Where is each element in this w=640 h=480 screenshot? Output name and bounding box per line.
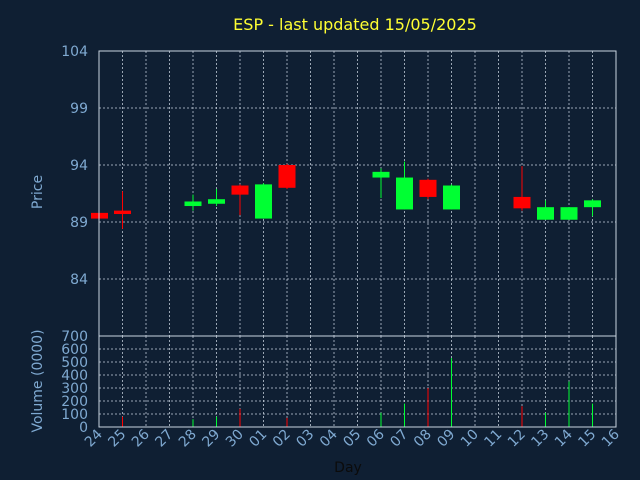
candle-body: [560, 207, 578, 220]
price-grid: [99, 50, 616, 336]
volume-tick-label: 200: [61, 394, 88, 410]
volume-axis-label: Volume (0000): [30, 329, 46, 432]
candle: [372, 168, 390, 199]
volume-tick-label: 0: [79, 420, 88, 436]
candle: [560, 207, 578, 220]
candle-body: [443, 185, 460, 210]
candle-body: [513, 196, 531, 209]
price-tick-label: 99: [70, 101, 88, 117]
volume-tick-label: 700: [61, 329, 88, 345]
price-panel: 104 99 94 89 84 Price: [30, 44, 617, 337]
candle: [255, 183, 272, 219]
volume-frame: [98, 335, 617, 428]
price-tick-label: 89: [70, 215, 88, 231]
chart-title: ESP - last updated 15/05/2025: [233, 15, 477, 34]
candle-body: [255, 184, 272, 219]
candle-body: [184, 201, 202, 207]
candle-body: [372, 171, 390, 178]
candle: [396, 161, 413, 210]
candle-body: [419, 179, 437, 197]
price-axis-label: Price: [30, 175, 46, 209]
volume-tick-label: 100: [61, 407, 88, 423]
x-axis-ticks: 24 25 26 27 28 29 30 01 02 03 04 05 06 07 08 09 10 11 12 13…: [82, 426, 623, 450]
price-tick-label: 104: [61, 44, 88, 60]
volume-bars: [122, 358, 593, 427]
candle: [513, 166, 531, 211]
candle-body: [396, 177, 413, 210]
candle: [443, 184, 460, 210]
candle: [208, 188, 225, 207]
volume-tick-label: 600: [61, 342, 88, 358]
candle-body: [537, 207, 554, 220]
price-axis-ticks: 104 99 94 89 84: [61, 44, 88, 288]
candle: [114, 191, 131, 229]
candle-body: [114, 210, 131, 215]
price-tick-label: 94: [70, 158, 88, 174]
price-tick-label: 84: [70, 272, 88, 288]
candle-body: [231, 185, 249, 195]
volume-tick-label: 500: [61, 355, 88, 371]
candle: [278, 163, 296, 189]
volume-tick-label: 400: [61, 368, 88, 384]
candle-body: [208, 199, 225, 204]
x-axis-label: Day: [334, 460, 362, 476]
candle-body: [278, 165, 296, 188]
candle: [419, 178, 437, 200]
volume-tick-label: 300: [61, 381, 88, 397]
candle: [231, 184, 249, 216]
candle-body: [584, 200, 601, 208]
candle: [184, 194, 202, 211]
candle: [584, 199, 601, 217]
candle: [537, 200, 554, 220]
